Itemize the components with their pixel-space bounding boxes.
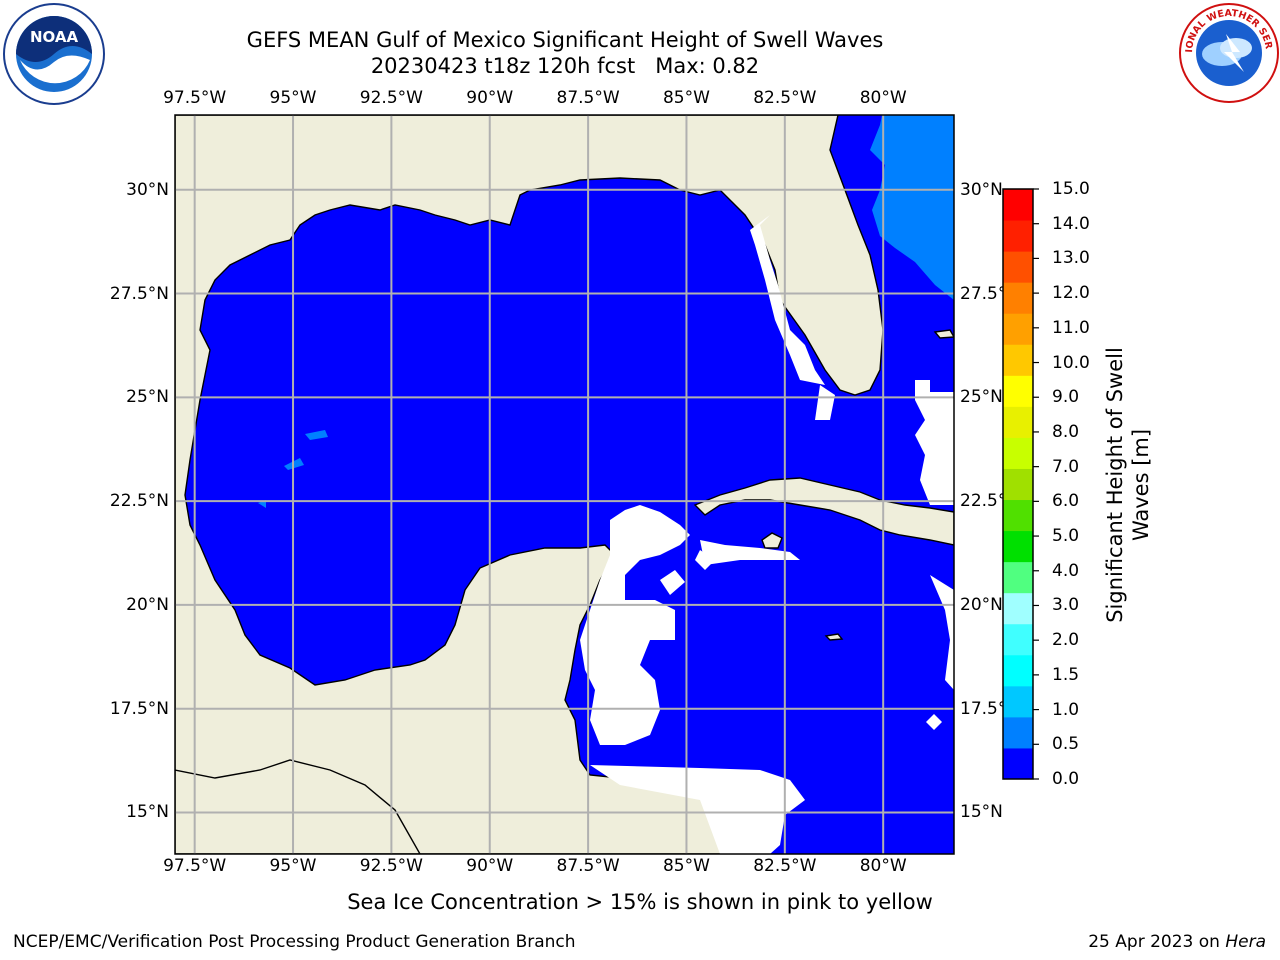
lat-tick-label-right: 22.5°N [960, 491, 1020, 512]
lat-tick-label-right: 30°N [960, 179, 1003, 200]
nws-logo: NATIONAL WEATHER SERVICE [1178, 2, 1279, 103]
lat-tick-label-right: 17.5°N [960, 698, 1020, 719]
no-data-area [580, 200, 954, 854]
lat-tick-label-left: 15°N [126, 802, 169, 823]
chart-title: GEFS MEAN Gulf of Mexico Significant Hei… [246, 28, 884, 52]
lon-tick-label-bottom: 92.5°W [359, 856, 423, 876]
lon-tick-label-top: 82.5°W [753, 88, 817, 108]
chart-subtitle: 20230423 t18z 120h fcst Max: 0.82 [370, 54, 760, 78]
lon-tick-label-bottom: 87.5°W [556, 856, 620, 876]
lon-tick-label-top: 92.5°W [359, 88, 423, 108]
footer-timestamp: 25 Apr 2023 on Hera [1088, 932, 1266, 952]
lon-tick-label-top: 85°W [662, 88, 710, 108]
lat-tick-label-left: 27.5°N [109, 283, 169, 304]
colorbar-tick-label: 7.0 [1052, 456, 1080, 477]
lat-tick-label-right: 27.5°N [960, 283, 1020, 304]
map-frame [174, 114, 955, 855]
colorbar-label: Significant Height of Swell Waves [m] [1103, 347, 1153, 623]
colorbar-tick-label: 3.0 [1052, 595, 1080, 616]
lon-tick-label-top: 95°W [269, 88, 317, 108]
colorbar-tick-label: 10.0 [1052, 352, 1090, 373]
colorbar-tick-label: 9.0 [1052, 387, 1080, 408]
lon-tick-label-bottom: 95°W [269, 856, 317, 876]
lat-tick-label-left: 22.5°N [109, 491, 169, 512]
colorbar-tick-label: 5.0 [1052, 526, 1080, 547]
colorbar-tick-label: 14.0 [1052, 213, 1090, 234]
lon-tick-label-bottom: 90°W [466, 856, 514, 876]
colorbar-tick-label: 8.0 [1052, 421, 1080, 442]
lon-tick-label-bottom: 97.5°W [163, 856, 227, 876]
lon-tick-label-bottom: 82.5°W [753, 856, 817, 876]
lat-tick-label-right: 25°N [960, 387, 1003, 408]
colorbar-tick-label: 6.0 [1052, 491, 1080, 512]
lon-tick-label-top: 97.5°W [163, 88, 227, 108]
lat-tick-label-right: 15°N [960, 802, 1003, 823]
svg-text:NOAA: NOAA [30, 28, 79, 46]
lon-tick-label-top: 80°W [859, 88, 907, 108]
colorbar-tick-label: 13.0 [1052, 248, 1090, 269]
lat-tick-label-left: 17.5°N [109, 698, 169, 719]
lon-tick-label-bottom: 80°W [859, 856, 907, 876]
sea-ice-note: Sea Ice Concentration > 15% is shown in … [347, 890, 933, 914]
colorbar-tick-label: 1.5 [1052, 664, 1080, 685]
colorbar-tick-label: 12.0 [1052, 283, 1090, 304]
lat-tick-label-left: 30°N [126, 179, 169, 200]
colorbar-tick-label: 0.5 [1052, 734, 1080, 755]
lon-tick-label-top: 90°W [466, 88, 514, 108]
lon-tick-label-top: 87.5°W [556, 88, 620, 108]
lat-tick-label-left: 25°N [126, 387, 169, 408]
lat-tick-label-left: 20°N [126, 594, 169, 615]
colorbar-tick-label: 0.0 [1052, 769, 1080, 789]
colorbar-tick-label: 1.0 [1052, 699, 1080, 720]
colorbar-tick-label: 2.0 [1052, 630, 1080, 651]
colorbar-tick-label: 11.0 [1052, 317, 1090, 338]
footer-credit: NCEP/EMC/Verification Post Processing Pr… [13, 932, 576, 952]
lat-tick-label-right: 20°N [960, 594, 1003, 615]
lon-tick-label-bottom: 85°W [662, 856, 710, 876]
graticule [175, 115, 954, 854]
colorbar-tick-label: 4.0 [1052, 560, 1080, 581]
colorbar-tick-label: 15.0 [1052, 179, 1090, 199]
noaa-logo: NOAA [3, 3, 105, 105]
